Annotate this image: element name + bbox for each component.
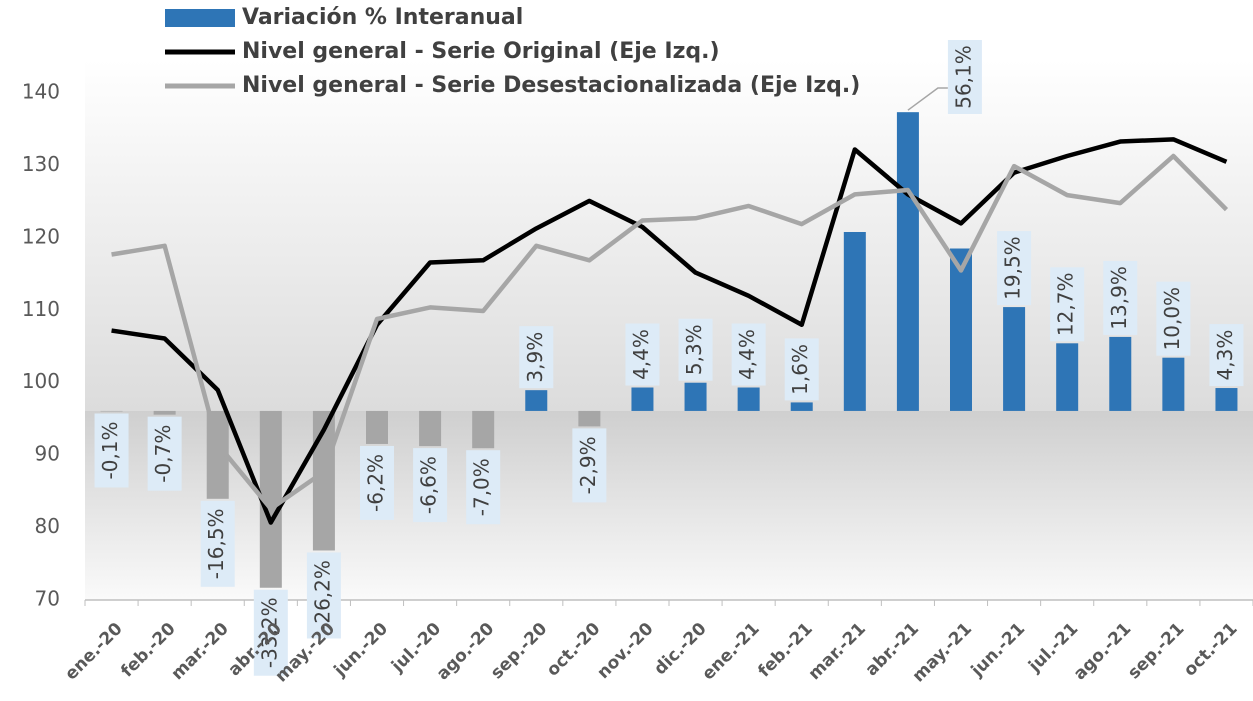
data-label-box bbox=[1209, 324, 1244, 387]
bar bbox=[366, 410, 388, 444]
legend-label: Variación % Interanual bbox=[242, 5, 523, 30]
y-tick-label: 80 bbox=[35, 514, 60, 538]
data-label: 4,4% bbox=[735, 329, 759, 380]
legend-swatch bbox=[165, 9, 235, 27]
data-label-box bbox=[731, 323, 766, 386]
y-tick-label: 120 bbox=[22, 224, 60, 248]
bar bbox=[896, 112, 919, 411]
bar bbox=[419, 410, 442, 447]
leader-line bbox=[907, 87, 948, 111]
data-label: -7,0% bbox=[470, 458, 494, 516]
data-label: 5,3% bbox=[682, 324, 706, 375]
y-tick-label: 130 bbox=[22, 152, 60, 176]
data-label: -6,2% bbox=[364, 454, 388, 512]
x-tick-label: mar.-21 bbox=[805, 619, 870, 684]
bar bbox=[684, 382, 707, 411]
x-tick-label: ago.-20 bbox=[433, 619, 499, 685]
data-label: 1,6% bbox=[788, 344, 812, 395]
x-tick-label: jun.-21 bbox=[967, 619, 1029, 681]
line-series bbox=[111, 137, 1228, 525]
data-label-box bbox=[625, 323, 660, 386]
data-label-box bbox=[678, 318, 713, 381]
data-label-box bbox=[997, 231, 1032, 306]
legend: Variación % Interanual Nivel general - Se… bbox=[165, 5, 860, 98]
data-label: 13,9% bbox=[1107, 266, 1131, 330]
bar bbox=[578, 410, 601, 427]
data-label: -2,9% bbox=[576, 436, 600, 494]
x-tick-label: nov.-20 bbox=[593, 619, 657, 683]
data-label: -0,7% bbox=[151, 425, 175, 483]
x-tick-label: sep.-20 bbox=[487, 619, 551, 683]
data-label: 3,9% bbox=[523, 332, 547, 383]
data-label: 4,3% bbox=[1213, 330, 1237, 381]
bar bbox=[737, 387, 760, 411]
data-label-box bbox=[253, 589, 288, 676]
data-label: 19,5% bbox=[1001, 236, 1025, 300]
x-tick-label: ago.-21 bbox=[1070, 619, 1135, 684]
data-label: 4,4% bbox=[629, 329, 653, 380]
bar bbox=[631, 387, 654, 411]
y-tick-label: 100 bbox=[22, 369, 60, 393]
bar bbox=[472, 410, 495, 449]
bar bbox=[843, 231, 866, 411]
line-series bbox=[111, 153, 1229, 511]
data-label-box bbox=[94, 413, 129, 488]
data-label: -26,2% bbox=[310, 560, 334, 631]
data-label-box bbox=[413, 448, 448, 523]
data-label-box bbox=[147, 416, 182, 491]
data-label-box bbox=[466, 450, 501, 525]
bar bbox=[153, 410, 176, 415]
bar bbox=[950, 248, 972, 411]
bar bbox=[312, 410, 335, 551]
bar bbox=[790, 402, 813, 411]
bar bbox=[1109, 336, 1132, 411]
bar bbox=[100, 410, 123, 412]
y-tick-label: 70 bbox=[35, 587, 60, 611]
data-label-box bbox=[784, 338, 819, 401]
data-label: -0,1% bbox=[98, 421, 122, 479]
y-tick-label: 140 bbox=[22, 80, 60, 104]
bar bbox=[1003, 307, 1026, 411]
data-label: -33,2% bbox=[257, 597, 281, 668]
data-label-box bbox=[947, 40, 982, 114]
x-tick-label: ene.-20 bbox=[61, 619, 126, 684]
data-label: -16,5% bbox=[204, 508, 228, 579]
y-tick-label: 110 bbox=[22, 297, 60, 321]
bar bbox=[1215, 388, 1238, 411]
legend-label: Nivel general - Serie Original (Eje Izq.… bbox=[242, 39, 720, 64]
bar bbox=[259, 410, 282, 588]
bar bbox=[1056, 343, 1079, 411]
y-tick-label: 90 bbox=[35, 442, 60, 466]
data-label-box bbox=[1156, 281, 1191, 356]
x-tick-label: ene.-21 bbox=[698, 619, 763, 684]
x-tick-label: oct.-21 bbox=[1180, 619, 1242, 681]
x-tick-label: mar.-20 bbox=[168, 619, 233, 684]
data-label-box bbox=[1103, 260, 1138, 335]
x-tick-label: sep.-21 bbox=[1124, 619, 1188, 683]
data-label-box bbox=[306, 552, 341, 639]
data-label-box bbox=[519, 326, 554, 389]
data-label-box bbox=[572, 428, 607, 503]
data-label-box bbox=[1050, 267, 1085, 342]
data-label: 56,1% bbox=[951, 45, 975, 109]
data-label-box bbox=[200, 500, 235, 587]
legend-label: Nivel general - Serie Desestacionalizada… bbox=[242, 73, 860, 98]
data-label-box bbox=[360, 445, 394, 520]
bar bbox=[1162, 357, 1185, 411]
bar bbox=[525, 390, 548, 411]
data-label: -6,6% bbox=[417, 456, 441, 514]
data-label: 12,7% bbox=[1054, 273, 1078, 337]
bar bbox=[206, 410, 229, 499]
data-label: 10,0% bbox=[1160, 287, 1184, 351]
